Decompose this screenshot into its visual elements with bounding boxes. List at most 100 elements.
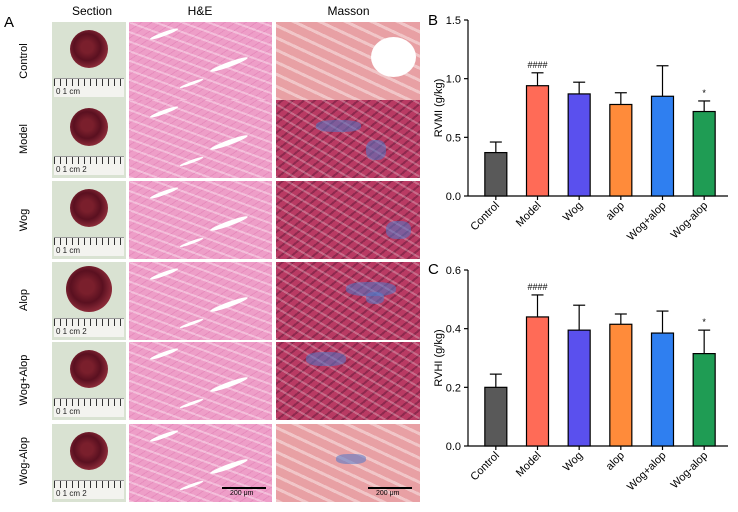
x-tick-label: Control: [468, 200, 502, 234]
bar-wog: [567, 329, 591, 447]
column-header-masson: Masson: [327, 4, 370, 18]
rvhi-bar-chart: 0.0 0.2 0.4 0.6 RVHI (g/kg) Control Model #### W…: [433, 265, 728, 494]
column-header-he: H&E: [187, 4, 213, 18]
tissue-gap: [179, 397, 204, 410]
x-tick-label: Model: [514, 200, 544, 230]
bar-wog-alop: [692, 110, 716, 197]
section-photo: 0 1 cm: [52, 181, 126, 259]
ruler: [54, 156, 124, 175]
ruler-label: 0 1 cm: [56, 87, 81, 96]
bar-alop: [609, 103, 633, 197]
tissue-gap: [209, 375, 249, 394]
row-label-wog-alop: Wog-Alop: [18, 436, 30, 486]
he-micrograph: [129, 181, 272, 259]
significance-marker: ####: [527, 60, 547, 70]
x-tick-label: Wog-alop: [669, 450, 711, 492]
section-photo: 0 1 cm 2: [52, 100, 126, 178]
row-label-wog: Wog: [18, 208, 30, 232]
row-label-wog-alop: Wog+Alop: [18, 354, 30, 406]
y-tick-label: 0.0: [446, 441, 461, 453]
bar-model: [525, 85, 550, 197]
he-micrograph: [129, 22, 272, 100]
bar-wog-alop: [650, 332, 675, 447]
scale-bar-masson-label: 200 μm: [376, 490, 400, 497]
section-photo: 0 1 cm: [52, 342, 126, 420]
he-micrograph: [129, 262, 272, 340]
bar-control: [484, 386, 508, 447]
row-label-model: Model: [18, 124, 30, 154]
heart-section-image: [66, 266, 112, 312]
masson-micrograph: [276, 22, 420, 100]
heart-section-image: [70, 108, 108, 146]
masson-micrograph: [276, 100, 420, 178]
section-photo: 0 1 cm 2: [52, 424, 126, 502]
heart-section-image: [70, 189, 108, 227]
heart-section-image: [70, 432, 108, 470]
scale-bar-masson: [368, 487, 412, 489]
tissue-gap: [209, 457, 249, 476]
row-label-alop: Alop: [18, 288, 30, 312]
he-micrograph: [129, 424, 272, 502]
row-label-control: Control: [18, 43, 30, 79]
column-header-section: Section: [71, 4, 113, 18]
x-tick-label: Wog+alop: [625, 450, 669, 494]
section-photo: 0 1 cm: [52, 22, 126, 100]
y-tick-label: 1.0: [446, 74, 461, 86]
x-tick-label: alop: [604, 450, 627, 473]
panel-letter-a: A: [4, 14, 15, 31]
tissue-gap: [179, 479, 204, 492]
tissue-gap: [209, 214, 249, 233]
tissue-gap: [149, 428, 179, 444]
bar-model: [525, 316, 550, 447]
collagen-deposit: [366, 292, 384, 304]
tissue-gap: [209, 133, 249, 152]
collagen-deposit: [346, 282, 396, 296]
tissue-gap: [179, 317, 204, 330]
significance-marker: *: [702, 88, 706, 98]
tissue-gap: [371, 37, 416, 77]
ruler: [54, 78, 124, 97]
tissue-gap: [209, 295, 249, 314]
tissue-gap: [179, 77, 204, 90]
bar-control: [484, 151, 508, 197]
collagen-deposit: [306, 352, 346, 366]
collagen-deposit: [386, 221, 411, 239]
rvmi-bar-chart: 0.0 0.5 1.0 1.5 RVMI (g/kg) Control Model #### W…: [433, 15, 728, 244]
masson-micrograph: [276, 342, 420, 420]
significance-marker: ####: [527, 282, 547, 292]
bar-wog-alop: [692, 352, 716, 447]
y-tick-label: 0.5: [446, 132, 461, 144]
collagen-deposit: [336, 454, 366, 464]
ruler-label: 0 1 cm 2: [56, 165, 87, 174]
masson-micrograph: [276, 262, 420, 340]
y-tick-label: 0.4: [446, 324, 461, 336]
x-tick-label: Wog: [561, 200, 585, 224]
bar-wog: [567, 93, 591, 197]
tissue-gap: [149, 346, 179, 362]
y-axis-label: RVMI (g/kg): [433, 79, 445, 137]
ruler: [54, 237, 124, 256]
section-photo: 0 1 cm 2: [52, 262, 126, 340]
y-tick-label: 1.5: [446, 15, 461, 27]
tissue-gap: [149, 185, 179, 201]
bar-alop: [609, 323, 633, 447]
y-tick-label: 0.0: [446, 191, 461, 203]
panel-letter-c: C: [428, 261, 439, 278]
x-tick-label: Wog+alop: [625, 200, 669, 244]
he-micrograph: [129, 342, 272, 420]
ruler-label: 0 1 cm 2: [56, 489, 87, 498]
significance-marker: *: [702, 317, 706, 327]
x-tick-label: alop: [604, 200, 627, 223]
x-tick-label: Wog-alop: [669, 200, 711, 242]
masson-micrograph: [276, 424, 420, 502]
collagen-deposit: [316, 120, 361, 132]
heart-section-image: [70, 350, 108, 388]
ruler: [54, 318, 124, 337]
ruler: [54, 398, 124, 417]
scale-bar-he: [222, 487, 266, 489]
x-tick-label: Wog: [561, 450, 585, 474]
collagen-deposit: [366, 140, 386, 160]
bar-wog-alop: [650, 95, 675, 197]
heart-section-image: [70, 30, 108, 68]
tissue-gap: [179, 155, 204, 168]
